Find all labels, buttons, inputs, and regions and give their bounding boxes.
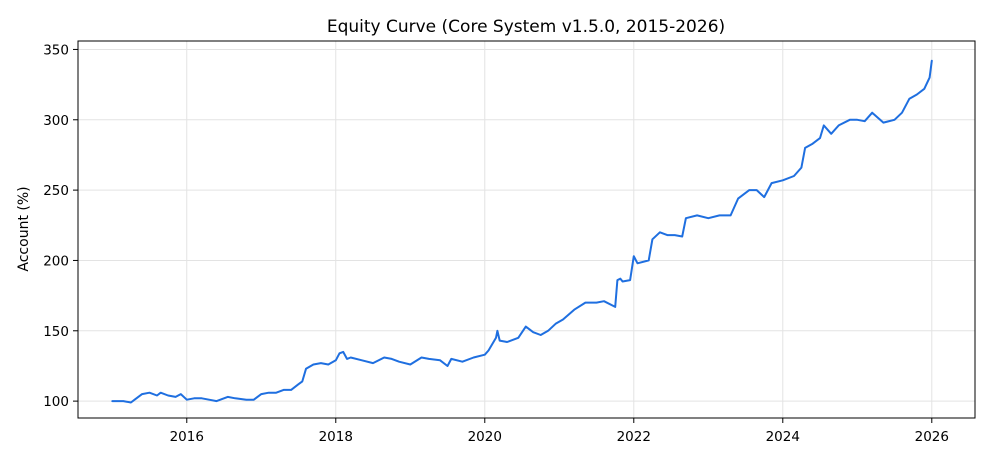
x-tick-label: 2018	[319, 429, 353, 445]
y-tick-label: 350	[43, 42, 69, 58]
y-tick-label: 250	[43, 183, 69, 199]
x-tick-label: 2022	[617, 429, 651, 445]
equity-series-line	[111, 59, 933, 404]
x-axis: 2016 2018 2020 2022 2024 2026	[170, 418, 949, 445]
plot-area-frame	[77, 40, 976, 419]
series-layer	[111, 59, 933, 404]
grid-lines	[78, 41, 975, 418]
y-tick-label: 150	[43, 324, 69, 340]
y-axis: 100 150 200 250 300 350	[43, 42, 78, 410]
x-tick-label: 2016	[170, 429, 204, 445]
y-axis-label: Account (%)	[16, 186, 32, 271]
x-tick-label: 2020	[468, 429, 502, 445]
y-tick-label: 100	[43, 394, 69, 410]
y-tick-label: 300	[43, 113, 69, 129]
x-tick-label: 2026	[915, 429, 949, 445]
y-tick-label: 200	[43, 253, 69, 269]
x-tick-label: 2024	[766, 429, 800, 445]
chart-title: Equity Curve (Core System v1.5.0, 2015-2…	[327, 17, 725, 37]
